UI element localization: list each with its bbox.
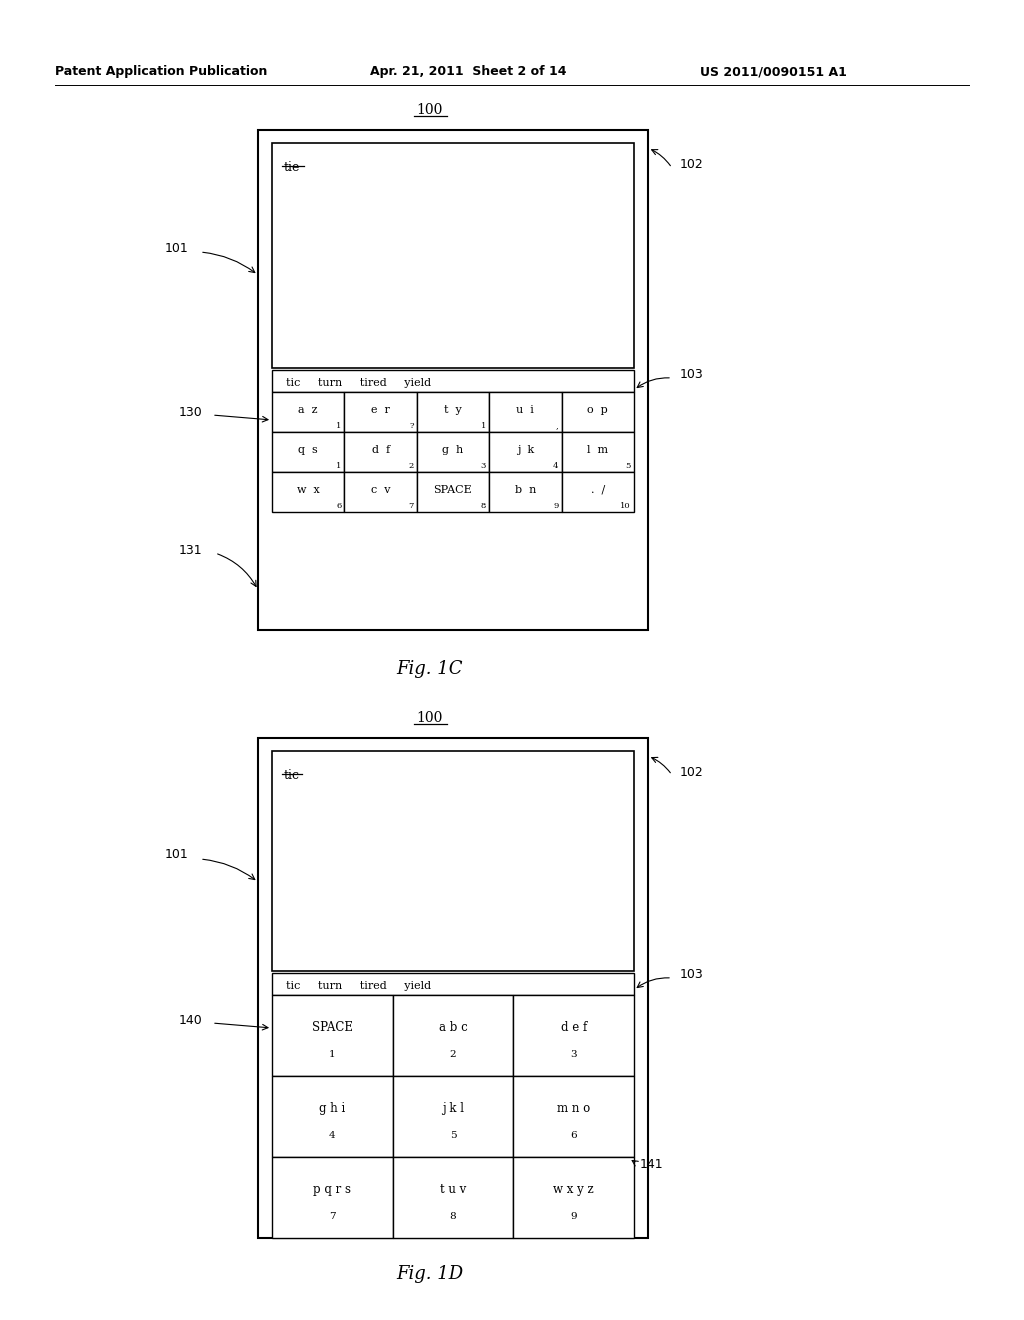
Text: 100: 100: [417, 711, 443, 725]
Text: e  r: e r: [371, 405, 390, 414]
Text: 103: 103: [680, 368, 703, 381]
Bar: [513, 995, 634, 1076]
Text: 3: 3: [570, 1051, 577, 1059]
Bar: [344, 432, 417, 473]
Text: 101: 101: [164, 849, 188, 862]
Text: d  f: d f: [372, 445, 390, 455]
Text: 8: 8: [450, 1212, 457, 1221]
Text: p q r s: p q r s: [313, 1183, 351, 1196]
Text: ?: ?: [410, 422, 414, 430]
Bar: [272, 473, 344, 512]
Text: 1: 1: [481, 422, 486, 430]
Text: 140: 140: [178, 1014, 202, 1027]
Bar: [344, 392, 417, 432]
Bar: [392, 1076, 513, 1158]
Text: 4: 4: [553, 462, 559, 470]
Text: b  n: b n: [515, 484, 537, 495]
Text: 9: 9: [553, 502, 559, 510]
Text: t  y: t y: [444, 405, 462, 414]
Text: 3: 3: [481, 462, 486, 470]
Bar: [272, 973, 634, 995]
Text: t u v: t u v: [440, 1183, 466, 1196]
Text: g  h: g h: [442, 445, 464, 455]
Text: w  x: w x: [297, 484, 319, 495]
Text: j  k: j k: [517, 445, 535, 455]
Text: 103: 103: [680, 969, 703, 982]
Text: o  p: o p: [588, 405, 608, 414]
Bar: [561, 432, 634, 473]
Text: c  v: c v: [371, 484, 390, 495]
Text: US 2011/0090151 A1: US 2011/0090151 A1: [700, 66, 847, 78]
Text: w x y z: w x y z: [553, 1183, 594, 1196]
Bar: [392, 995, 513, 1076]
Bar: [272, 143, 634, 368]
Text: Patent Application Publication: Patent Application Publication: [55, 66, 267, 78]
Text: a b c: a b c: [438, 1020, 467, 1034]
Text: l  m: l m: [587, 445, 608, 455]
Text: 7: 7: [329, 1212, 336, 1221]
Text: 2: 2: [450, 1051, 457, 1059]
Text: 10: 10: [621, 502, 631, 510]
Text: Fig. 1C: Fig. 1C: [396, 660, 463, 678]
Text: 100: 100: [417, 103, 443, 117]
Bar: [417, 473, 489, 512]
Bar: [272, 1158, 392, 1238]
Text: 131: 131: [178, 544, 202, 557]
Text: tic     turn     tired     yield: tic turn tired yield: [286, 378, 431, 388]
Text: 1: 1: [329, 1051, 336, 1059]
Text: 141: 141: [640, 1159, 664, 1172]
Bar: [489, 392, 561, 432]
Bar: [272, 370, 634, 392]
Bar: [272, 751, 634, 972]
Text: 4: 4: [329, 1131, 336, 1140]
Text: 6: 6: [336, 502, 341, 510]
Text: .  /: . /: [591, 484, 605, 495]
Text: q  s: q s: [298, 445, 318, 455]
Text: 6: 6: [570, 1131, 577, 1140]
Text: Fig. 1D: Fig. 1D: [396, 1265, 464, 1283]
Bar: [489, 473, 561, 512]
Bar: [392, 1158, 513, 1238]
Text: ,: ,: [556, 422, 559, 430]
Bar: [272, 995, 392, 1076]
Text: a  z: a z: [298, 405, 317, 414]
Bar: [489, 432, 561, 473]
Text: 5: 5: [450, 1131, 457, 1140]
Text: g h i: g h i: [319, 1102, 345, 1115]
Text: 8: 8: [481, 502, 486, 510]
Text: tie: tie: [284, 161, 300, 174]
Text: 102: 102: [680, 158, 703, 172]
Bar: [258, 129, 648, 630]
Text: 9: 9: [570, 1212, 577, 1221]
Text: Apr. 21, 2011  Sheet 2 of 14: Apr. 21, 2011 Sheet 2 of 14: [370, 66, 566, 78]
Bar: [513, 1158, 634, 1238]
Bar: [272, 1076, 392, 1158]
Bar: [417, 432, 489, 473]
Bar: [561, 473, 634, 512]
Text: d e f: d e f: [560, 1020, 587, 1034]
Text: 130: 130: [178, 405, 202, 418]
Text: 102: 102: [680, 766, 703, 779]
Text: 1: 1: [336, 462, 341, 470]
Text: 2: 2: [409, 462, 414, 470]
Text: SPACE: SPACE: [433, 484, 472, 495]
Bar: [272, 392, 344, 432]
Text: 101: 101: [164, 242, 188, 255]
Bar: [272, 432, 344, 473]
Text: u  i: u i: [516, 405, 535, 414]
Bar: [513, 1076, 634, 1158]
Text: 7: 7: [409, 502, 414, 510]
Text: tic: tic: [284, 770, 300, 781]
Bar: [417, 392, 489, 432]
Text: SPACE: SPACE: [312, 1020, 353, 1034]
Text: tic     turn     tired     yield: tic turn tired yield: [286, 981, 431, 991]
Text: m n o: m n o: [557, 1102, 590, 1115]
Text: 5: 5: [626, 462, 631, 470]
Bar: [258, 738, 648, 1238]
Text: 1: 1: [336, 422, 341, 430]
Bar: [344, 473, 417, 512]
Text: j k l: j k l: [442, 1102, 464, 1115]
Bar: [561, 392, 634, 432]
